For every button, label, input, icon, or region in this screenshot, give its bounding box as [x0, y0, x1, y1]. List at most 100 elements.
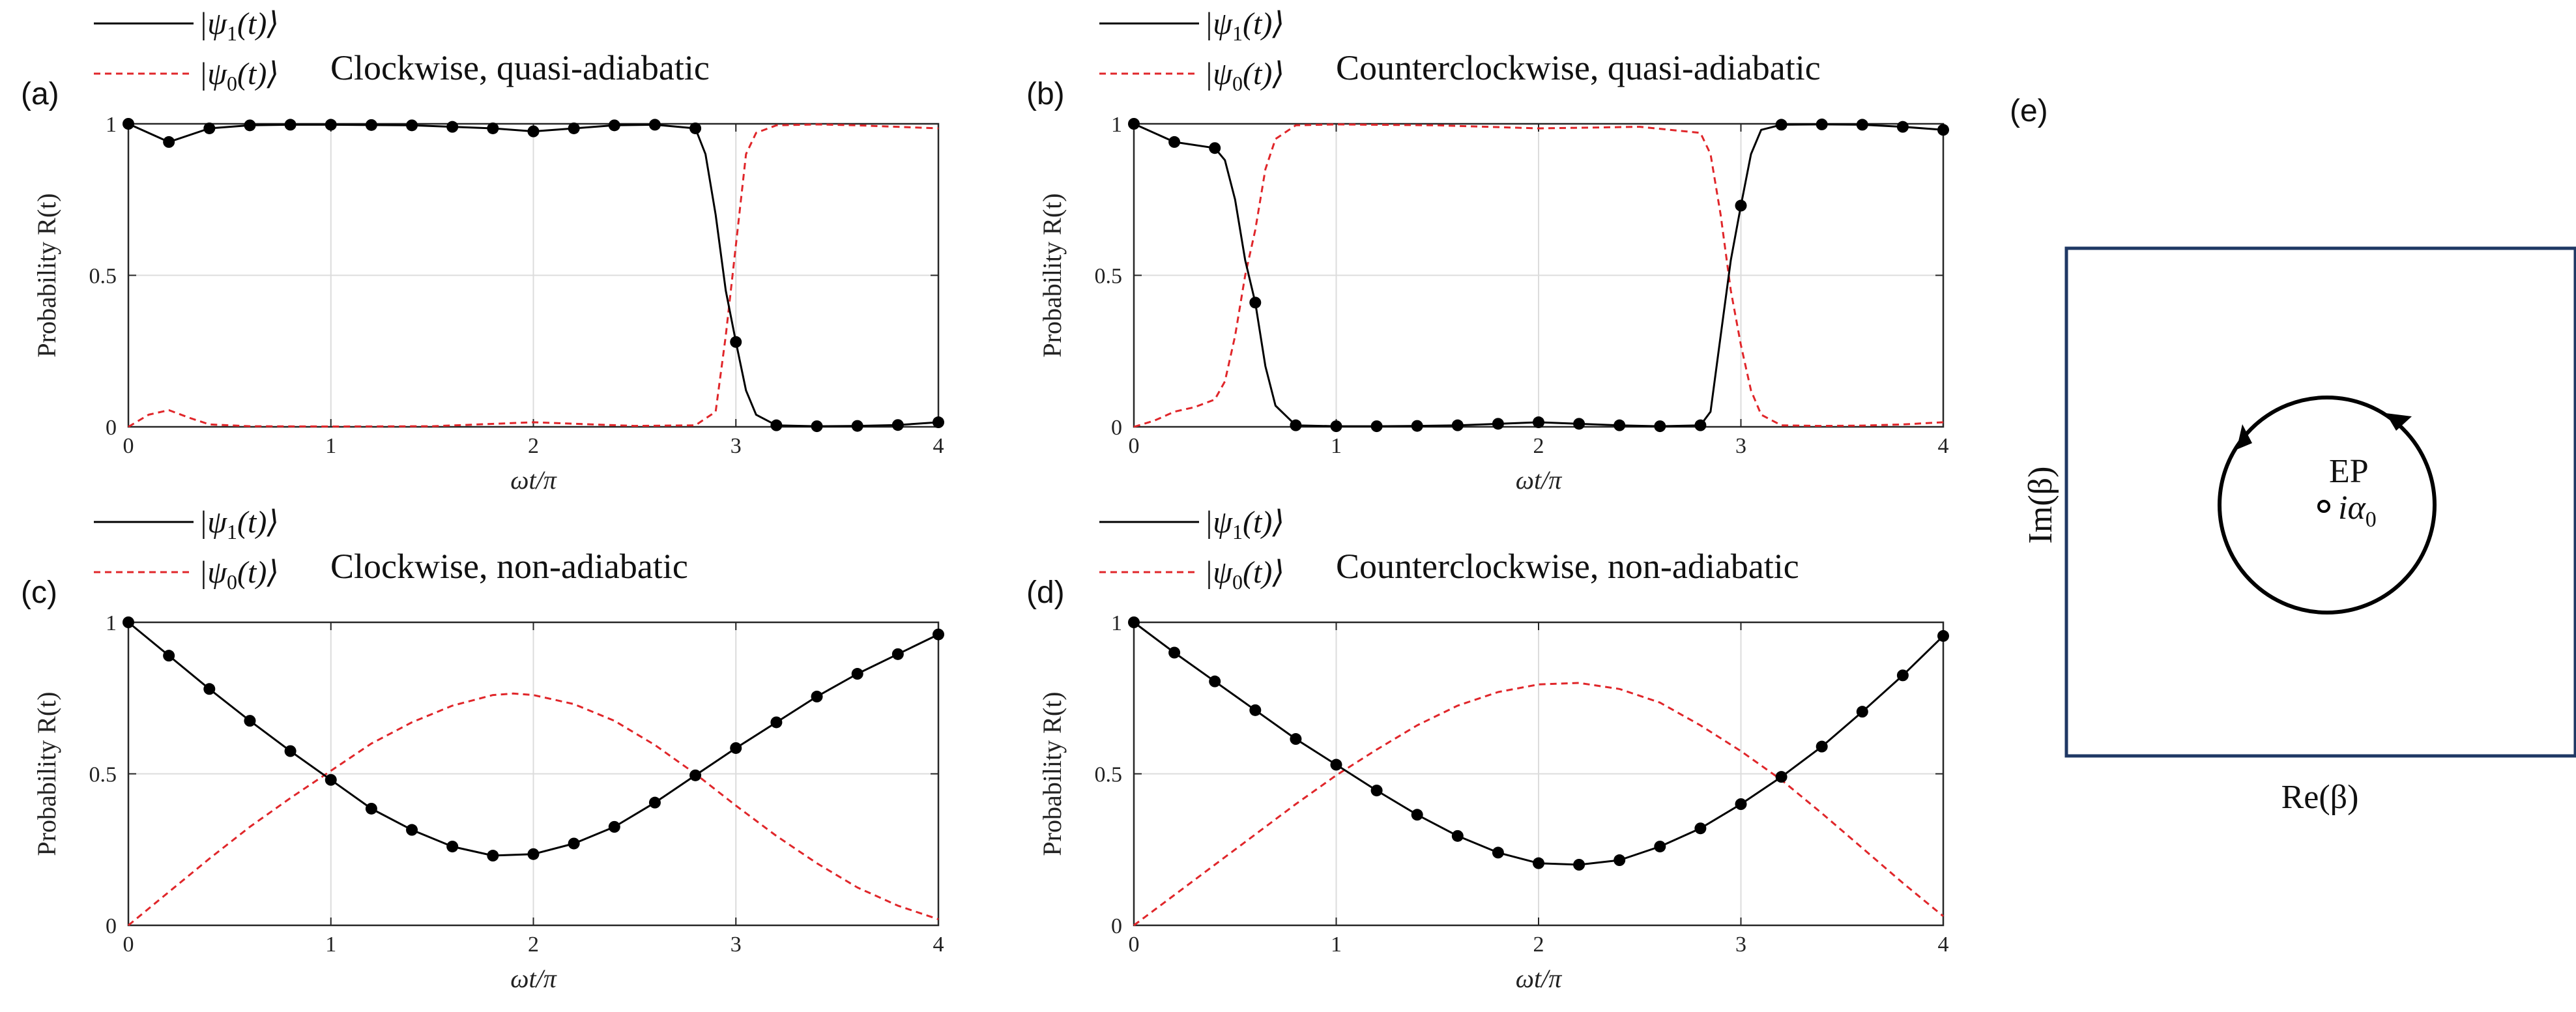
panel-label: (b) — [1026, 77, 1065, 111]
data-point — [1370, 420, 1383, 433]
data-point — [811, 690, 823, 702]
data-point — [608, 119, 620, 132]
data-point — [648, 119, 661, 131]
exceptional-point-marker — [2317, 500, 2330, 513]
data-point — [1735, 798, 1747, 810]
x-tick-label: 1 — [1331, 434, 1342, 458]
data-point — [244, 119, 256, 132]
point-label: iα0 — [2338, 489, 2377, 532]
y-tick-label: 0.5 — [1095, 265, 1123, 289]
legend-label-psi1: |ψ1(t)⟩ — [199, 7, 279, 45]
data-point — [1451, 419, 1464, 431]
x-tick-label: 1 — [1331, 932, 1342, 957]
data-point — [1128, 118, 1140, 130]
data-point — [365, 119, 377, 131]
x-tick-label: 2 — [1533, 932, 1544, 957]
y-tick-label: 0.5 — [89, 265, 117, 289]
x-axis-label: ωt/π — [510, 964, 557, 993]
x-axis-label: ωt/π — [510, 465, 557, 495]
data-point — [1775, 119, 1787, 131]
x-tick-label: 4 — [933, 932, 944, 957]
data-point — [487, 122, 499, 134]
x-tick-label: 0 — [1129, 932, 1140, 957]
data-point — [527, 125, 540, 137]
y-tick-label: 0 — [1111, 914, 1122, 938]
data-point — [1451, 830, 1464, 842]
x-tick-label: 2 — [528, 932, 539, 957]
data-point — [1128, 616, 1140, 628]
data-point — [1492, 846, 1504, 859]
y-tick-label: 0.5 — [89, 763, 117, 787]
panel-label: (a) — [21, 77, 59, 111]
data-point — [1816, 118, 1828, 130]
y-tick-label: 0 — [106, 416, 117, 440]
data-point — [446, 121, 459, 133]
data-point — [1896, 669, 1909, 682]
x-tick-label: 0 — [1129, 434, 1140, 458]
series-line-psi0 — [1133, 682, 1944, 927]
x-tick-label: 0 — [123, 434, 134, 458]
chart-panel-c: 0 1 2 3 4 0 0.5 1 ωt/π Probability R(t) (c) Clockwi… — [21, 505, 944, 993]
data-point — [1896, 121, 1909, 133]
data-point — [730, 742, 742, 754]
data-point — [527, 848, 540, 860]
data-point — [1209, 142, 1221, 154]
ep-label: EP — [2329, 453, 2369, 490]
chart-panel-a: 0 1 2 3 4 0 0.5 1 ωt/π Probability R(t) (a) Clockwi… — [21, 7, 944, 495]
y-tick-label: 1 — [1111, 113, 1122, 137]
data-point — [568, 122, 580, 134]
chart-panels: 0 1 2 3 4 0 0.5 1 ωt/π Probability R(t) (a) Clockwi… — [21, 7, 1949, 993]
data-point — [203, 122, 216, 134]
data-point — [851, 420, 863, 432]
y-tick-label: 0.5 — [1095, 763, 1123, 787]
data-point — [1614, 854, 1626, 867]
data-point — [284, 745, 297, 757]
y-axis-label: Probability R(t) — [32, 193, 61, 357]
data-point — [1411, 809, 1423, 821]
x-tick-label: 3 — [1735, 932, 1746, 957]
y-tick-label: 0 — [106, 914, 117, 938]
series-line-psi0 — [1133, 123, 1944, 428]
legend-label-psi1: |ψ1(t)⟩ — [199, 505, 279, 543]
x-axis-label: ωt/π — [1516, 964, 1562, 993]
data-point — [406, 824, 418, 836]
x-tick-label: 4 — [1938, 932, 1949, 957]
y-axis-label: Probability R(t) — [1037, 193, 1067, 357]
diagram-ylabel: Im(β) — [2022, 467, 2059, 544]
data-point — [770, 419, 783, 431]
data-point — [933, 416, 944, 429]
x-tick-label: 4 — [933, 434, 944, 458]
loop-arrow-right-icon — [2386, 413, 2412, 431]
panel-title: Clockwise, quasi-adiabatic — [330, 48, 710, 87]
x-tick-label: 3 — [731, 434, 742, 458]
panel-title: Counterclockwise, non-adiabatic — [1336, 547, 1799, 586]
chart-panel-b: 0 1 2 3 4 0 0.5 1 ωt/π Probability R(t) (b) Counter… — [1026, 7, 1949, 495]
y-axis-label: Probability R(t) — [32, 691, 61, 856]
data-point — [1330, 759, 1342, 771]
data-point — [1492, 418, 1504, 430]
panel-label-e: (e) — [2010, 94, 2048, 128]
y-tick-label: 1 — [1111, 611, 1122, 635]
x-tick-label: 3 — [731, 932, 742, 957]
loop-arrow-left-icon — [2236, 424, 2252, 450]
x-tick-label: 4 — [1938, 434, 1949, 458]
x-tick-label: 0 — [123, 932, 134, 957]
data-point — [203, 683, 216, 695]
legend-label-psi0: |ψ0(t)⟩ — [1204, 555, 1284, 594]
data-point — [1856, 706, 1868, 718]
complex-plane-frame — [2064, 246, 2576, 758]
data-point — [123, 616, 134, 628]
x-tick-label: 1 — [325, 434, 336, 458]
series-line-psi0 — [128, 692, 939, 927]
data-point — [1330, 420, 1342, 433]
data-point — [365, 802, 377, 815]
legend-label-psi1: |ψ1(t)⟩ — [1204, 7, 1284, 45]
data-point — [891, 419, 904, 431]
panel-title: Counterclockwise, quasi-adiabatic — [1336, 48, 1821, 87]
legend-label-psi0: |ψ0(t)⟩ — [199, 57, 279, 95]
panel-label: (d) — [1026, 575, 1065, 610]
diagram-xlabel: Re(β) — [2281, 779, 2359, 816]
data-point — [325, 773, 337, 786]
y-axis-label: Probability R(t) — [1037, 691, 1067, 856]
